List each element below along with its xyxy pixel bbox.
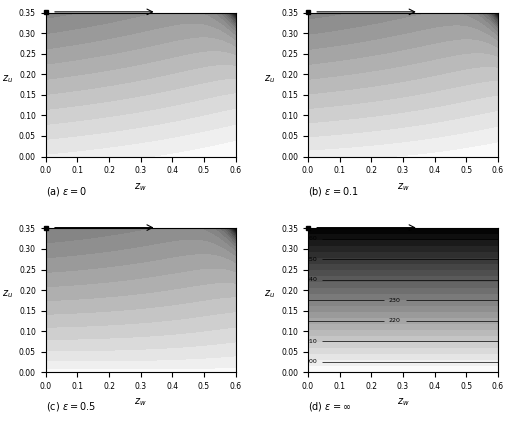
Text: (b) $\epsilon = 0.1$: (b) $\epsilon = 0.1$: [308, 185, 359, 198]
Text: (c) $\epsilon = 0.5$: (c) $\epsilon = 0.5$: [46, 401, 96, 413]
Text: 250: 250: [305, 257, 317, 262]
Text: 240: 240: [305, 277, 317, 282]
Text: (d) $\epsilon = \infty$: (d) $\epsilon = \infty$: [308, 401, 351, 413]
Y-axis label: $z_u$: $z_u$: [3, 288, 13, 300]
Text: 210: 210: [305, 339, 317, 344]
Text: 230: 230: [389, 298, 401, 303]
Y-axis label: $z_u$: $z_u$: [265, 288, 276, 300]
Y-axis label: $z_u$: $z_u$: [3, 73, 13, 85]
Text: 200: 200: [305, 360, 317, 365]
X-axis label: $z_w$: $z_w$: [134, 396, 147, 408]
Y-axis label: $z_u$: $z_u$: [265, 73, 276, 85]
Text: (a) $\epsilon = 0$: (a) $\epsilon = 0$: [46, 185, 87, 198]
Text: 260: 260: [305, 236, 317, 241]
X-axis label: $z_w$: $z_w$: [397, 181, 409, 192]
X-axis label: $z_w$: $z_w$: [397, 396, 409, 408]
Text: 220: 220: [389, 319, 401, 323]
X-axis label: $z_w$: $z_w$: [134, 181, 147, 192]
